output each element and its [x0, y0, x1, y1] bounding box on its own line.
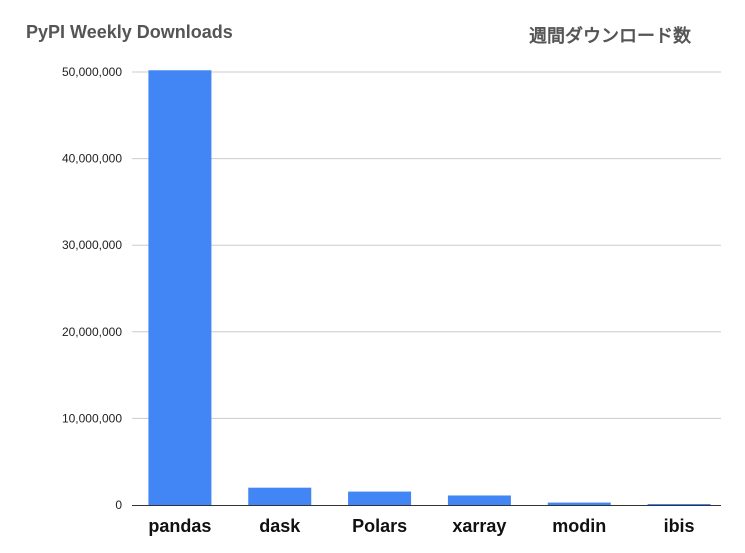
- y-tick-label: 50,000,000: [62, 65, 122, 79]
- x-category-label: pandas: [148, 516, 211, 536]
- bar-pandas: [148, 70, 212, 505]
- y-tick-label: 0: [115, 498, 122, 512]
- chart-subtitle: 週間ダウンロード数: [529, 26, 691, 47]
- bars: [148, 70, 711, 505]
- bar-modin: [547, 502, 611, 505]
- x-category-label: Polars: [352, 516, 407, 536]
- bar-dask: [248, 487, 312, 505]
- x-category-label: modin: [552, 516, 606, 536]
- bar-polars: [348, 491, 412, 505]
- bar-xarray: [447, 495, 511, 505]
- bar-ibis: [647, 504, 711, 505]
- y-tick-label: 40,000,000: [62, 152, 122, 166]
- x-category-label: dask: [259, 516, 301, 536]
- x-category-label: ibis: [664, 516, 695, 536]
- y-tick-label: 10,000,000: [62, 411, 122, 425]
- y-tick-label: 30,000,000: [62, 238, 122, 252]
- x-category-label: xarray: [452, 516, 506, 536]
- y-tick-label: 20,000,000: [62, 325, 122, 339]
- gridlines: [132, 71, 721, 419]
- chart-title: PyPI Weekly Downloads: [26, 22, 233, 42]
- y-axis-ticks: 0 10,000,000 20,000,000 30,000,000 40,000,00…: [62, 65, 122, 512]
- x-axis-categories: pandas dask Polars xarray modin ibis: [148, 516, 694, 536]
